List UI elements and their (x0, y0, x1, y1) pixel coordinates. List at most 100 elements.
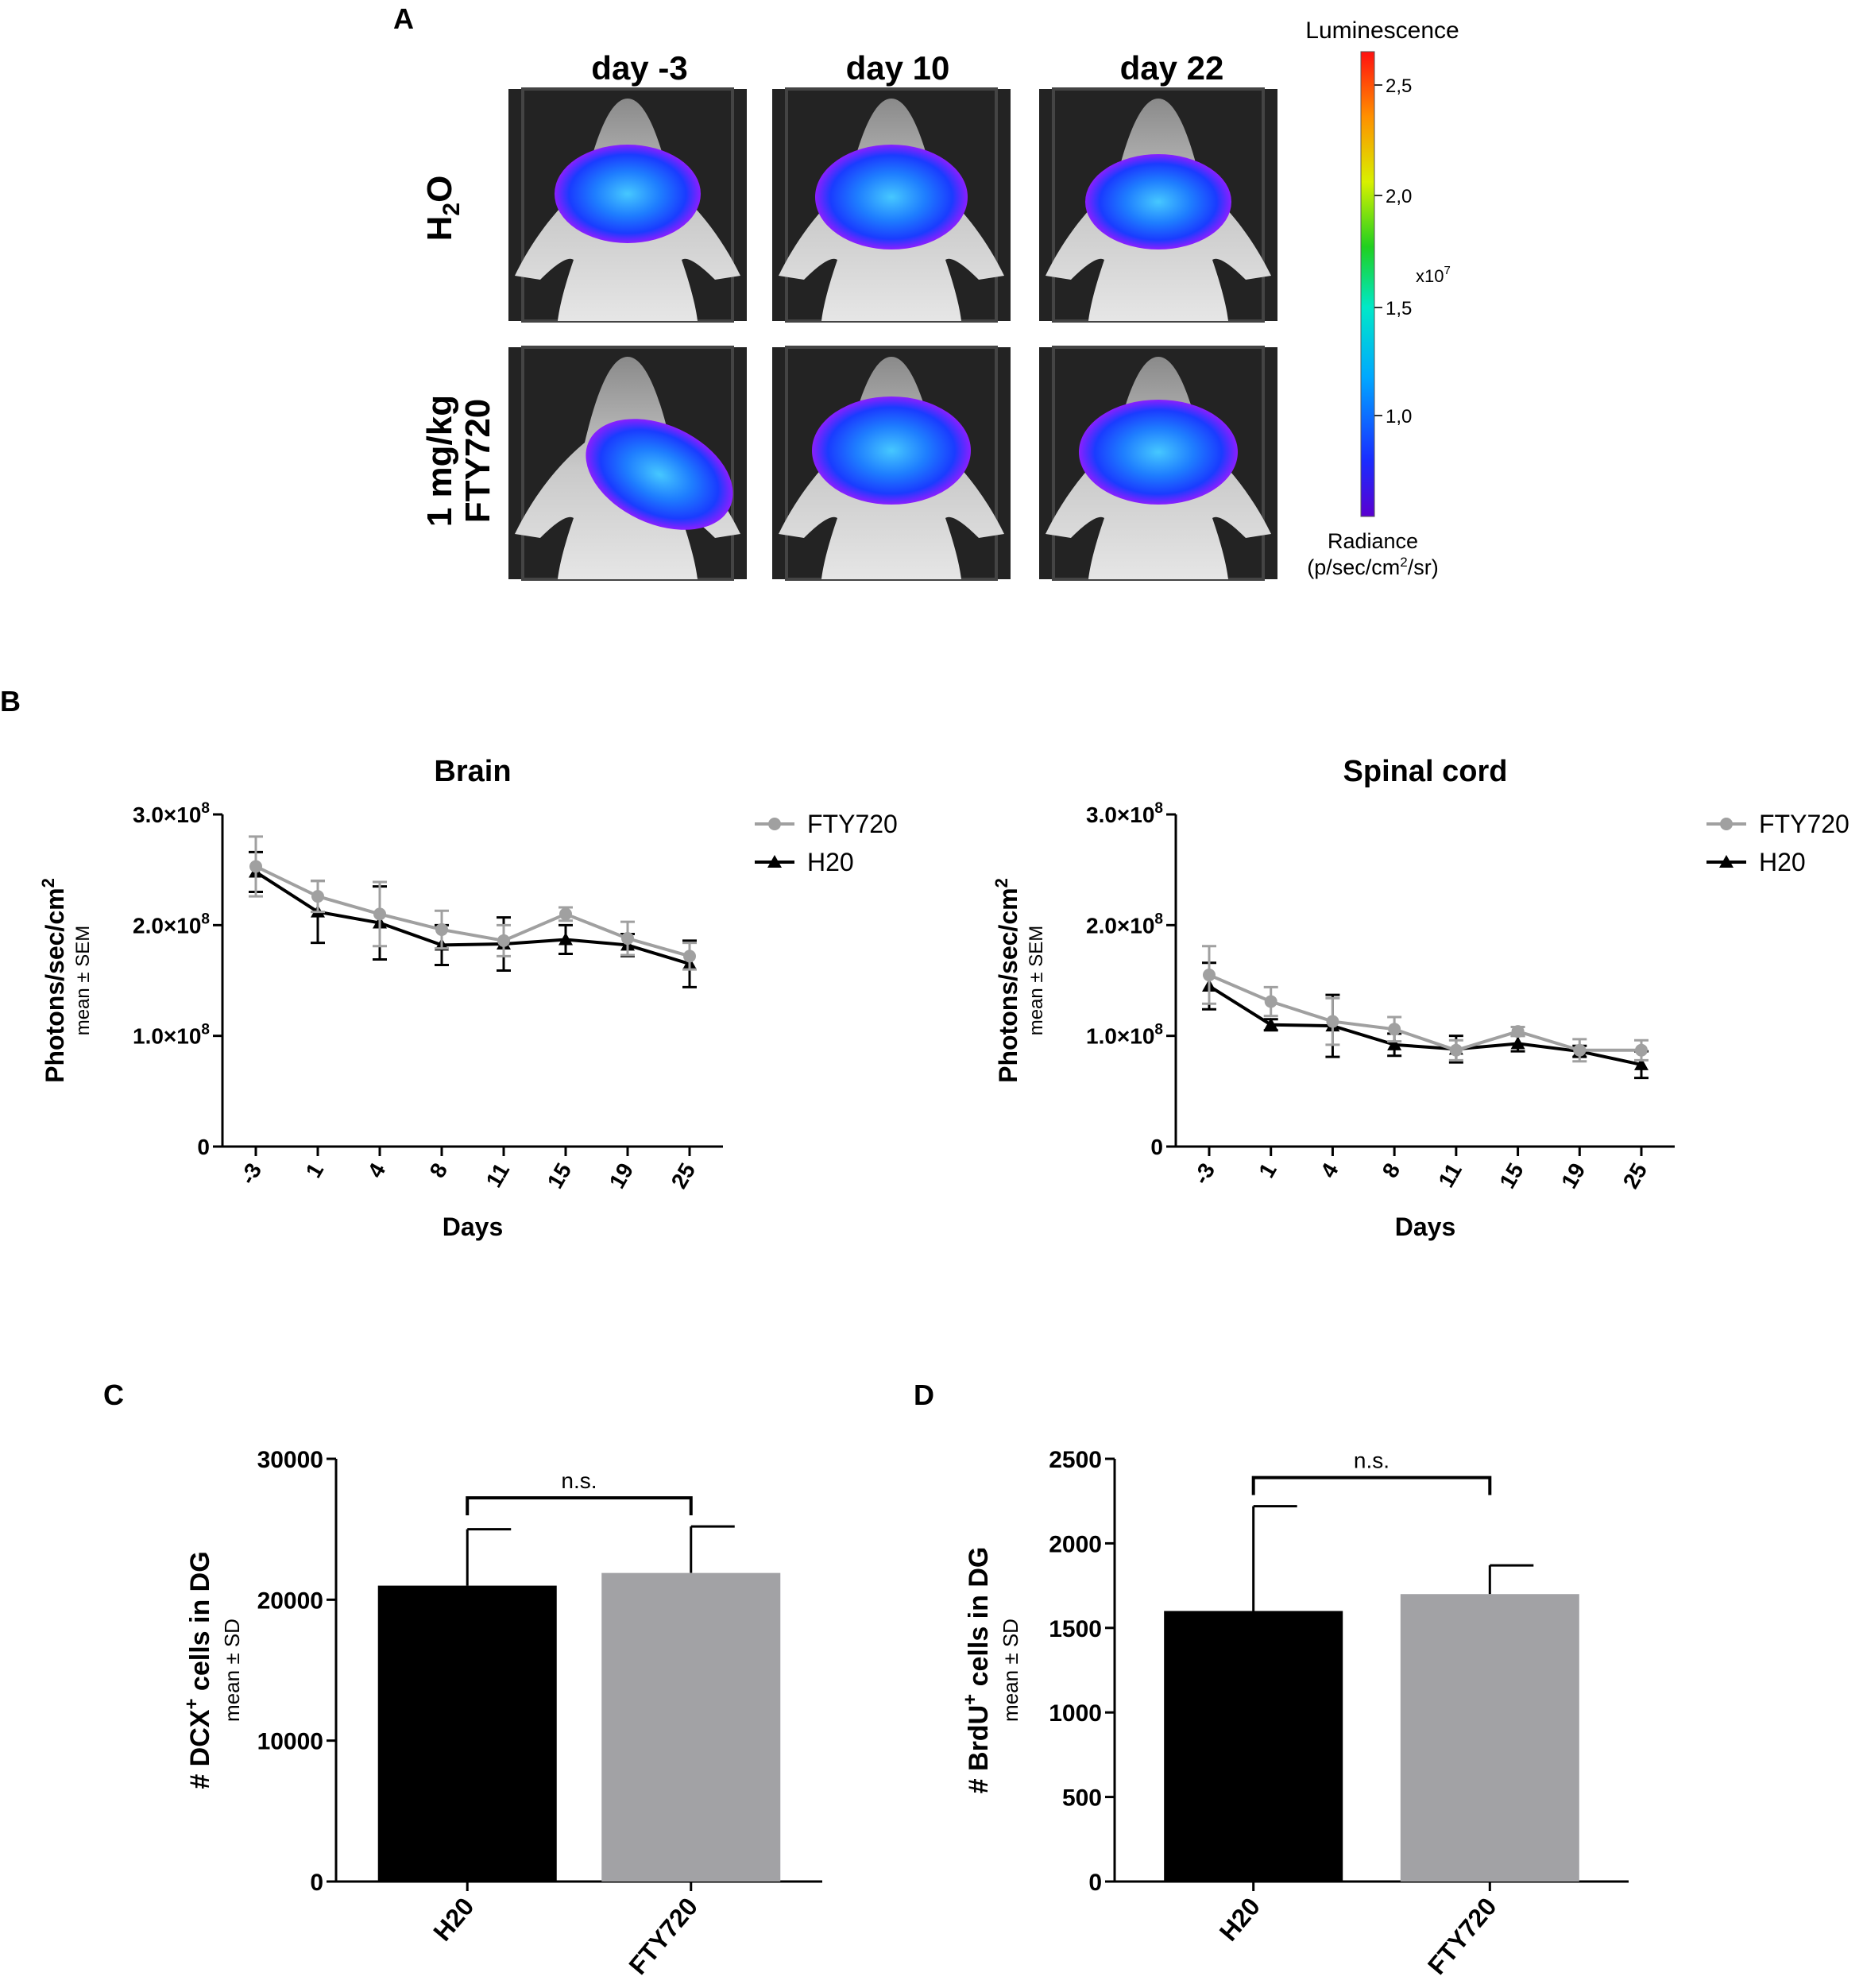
legend-marker-h20 (767, 855, 782, 868)
legend-marker-h20 (1719, 855, 1734, 868)
data-point-fty720 (311, 890, 324, 903)
panel-label-a: A (393, 2, 414, 35)
bar-h20 (377, 1585, 557, 1882)
x-tick-label: 15 (543, 1159, 576, 1193)
y-tick-label: 1000 (1049, 1700, 1102, 1727)
data-point-fty720 (373, 907, 386, 921)
mouse-image-fty-day10 (771, 346, 1012, 581)
y-axis-title: Photons/sec/cm2 (38, 878, 69, 1083)
data-point-fty720 (683, 950, 696, 963)
data-point-fty720 (1203, 969, 1216, 982)
radiance-label-line2: (p/sec/cm2/sr) (1307, 555, 1438, 579)
data-point-fty720 (559, 907, 572, 921)
y-tick-label: 0 (1088, 1870, 1102, 1896)
chart-title: Brain (434, 755, 511, 788)
mouse-image-h2o-day22 (1038, 87, 1279, 323)
bar-h20 (1164, 1611, 1343, 1882)
x-tick-label: 1 (1254, 1159, 1281, 1182)
legend-marker-fty720 (768, 818, 781, 830)
y-tick-label: 1.0×108 (133, 1022, 210, 1049)
mouse-image-fty-day-minus3 (507, 346, 748, 581)
data-point-fty720 (621, 932, 634, 946)
bar-fty720 (601, 1572, 781, 1882)
x-tick-label: 11 (481, 1159, 515, 1192)
y-tick-label: 2500 (1049, 1447, 1102, 1473)
chart-brdu: 0 500 1000 1500 2000 2500 H20 FTY720 n.s. # BrdU+… (960, 1447, 1629, 1980)
panel-a: A day -3 day 10 day 22 H2O 1 mg/kg FTY72… (393, 2, 1459, 581)
row-label-h2o: H2O (420, 176, 465, 242)
series-line-fty720 (1208, 973, 1641, 1052)
y-tick-label: 500 (1062, 1785, 1102, 1812)
radiance-label-line1: Radiance (1328, 529, 1418, 553)
legend-label-h20: H20 (807, 848, 854, 876)
chart-brain: Brain 0 1.0×108 2.0×108 3.0×108 -3 1 4 8 11 15 19 25… (38, 755, 898, 1241)
chart-title: Spinal cord (1343, 755, 1508, 788)
y-tick-label: 0 (310, 1870, 323, 1896)
y-tick-label: 0 (197, 1135, 210, 1159)
y-tick-label: 1.0×108 (1086, 1022, 1163, 1049)
column-label-day-minus3: day -3 (591, 49, 687, 87)
x-tick-label: 8 (1378, 1159, 1405, 1182)
x-tick-label: FTY720 (623, 1892, 703, 1979)
x-tick-label: 19 (1556, 1159, 1590, 1193)
row-label-fty-line2: FTY720 (458, 399, 497, 524)
y-tick-label: 30000 (257, 1447, 323, 1473)
x-tick-label: 19 (605, 1159, 638, 1193)
data-point-fty720 (1388, 1023, 1401, 1036)
row-label-fty-line1: 1 mg/kg (420, 395, 459, 527)
y-tick-label: 2.0×108 (1086, 911, 1163, 938)
significance-label: n.s. (561, 1468, 597, 1493)
panel-label-c: C (103, 1379, 124, 1411)
colorbar-ticks: 2,5 2,0 1,5 1,0 (1374, 75, 1412, 427)
y-axis-subtitle: mean ± SEM (72, 926, 94, 1036)
data-point-h20 (1263, 1017, 1278, 1031)
chart-dcx: 0 10000 20000 30000 H20 FTY720 n.s. # DCX+ cell… (181, 1447, 822, 1980)
y-axis-subtitle: mean ± SD (220, 1619, 244, 1722)
data-point-fty720 (1635, 1043, 1648, 1057)
x-tick-label: 25 (667, 1159, 700, 1193)
data-point-fty720 (1326, 1015, 1339, 1028)
x-tick-label: FTY720 (1422, 1892, 1502, 1979)
y-tick-label: 1500 (1049, 1616, 1102, 1642)
y-axis-title: Photons/sec/cm2 (991, 878, 1022, 1083)
data-point-fty720 (1449, 1043, 1463, 1057)
data-point-h20 (1387, 1037, 1402, 1050)
series-line-h20 (1208, 984, 1642, 1066)
data-point-fty720 (497, 934, 510, 947)
y-tick-label: 10000 (257, 1729, 323, 1755)
data-point-fty720 (1573, 1043, 1587, 1057)
colorbar (1360, 51, 1375, 517)
colorbar-multiplier: x107 (1416, 264, 1451, 286)
y-axis-title: # DCX+ cells in DG (181, 1551, 215, 1789)
y-axis-title: # BrdU+ cells in DG (960, 1547, 994, 1794)
x-axis-title: Days (443, 1213, 504, 1241)
chart-spinal-cord: Spinal cord 0 1.0×108 2.0×108 3.0×108 -3 1 4 8 11… (991, 755, 1849, 1241)
colorbar-tick-label: 1,0 (1386, 406, 1412, 427)
y-tick-label: 2.0×108 (133, 911, 210, 938)
x-tick-label: 4 (363, 1158, 391, 1182)
mouse-image-h2o-day10 (771, 87, 1012, 323)
x-tick-label: 1 (301, 1159, 329, 1182)
data-point-h20 (1510, 1036, 1525, 1050)
data-point-fty720 (1511, 1025, 1525, 1038)
y-tick-label: 20000 (257, 1588, 323, 1614)
x-tick-label: 8 (425, 1159, 453, 1182)
colorbar-title: Luminescence (1305, 17, 1459, 44)
x-axis-title: Days (1395, 1213, 1456, 1241)
column-label-day22: day 22 (1120, 49, 1224, 87)
colorbar-tick-label: 2,0 (1386, 186, 1412, 207)
panel-label-b: B (0, 685, 21, 717)
panel-b: B Brain 0 1.0×108 2.0×108 3.0×108 -3 1 4 8 11 15 19… (0, 685, 1849, 1241)
x-tick-label: H20 (1214, 1892, 1266, 1946)
colorbar-tick-label: 1,5 (1386, 298, 1412, 319)
x-tick-label: 25 (1618, 1159, 1652, 1193)
significance-bracket (466, 1496, 693, 1516)
y-tick-label: 3.0×108 (1086, 800, 1163, 827)
legend-label-h20: H20 (1759, 848, 1806, 876)
legend-label-fty720: FTY720 (1759, 810, 1849, 838)
data-point-fty720 (435, 922, 448, 936)
x-tick-label: 11 (1433, 1159, 1467, 1192)
x-tick-label: H20 (427, 1892, 479, 1946)
bar-fty720 (1400, 1594, 1579, 1882)
